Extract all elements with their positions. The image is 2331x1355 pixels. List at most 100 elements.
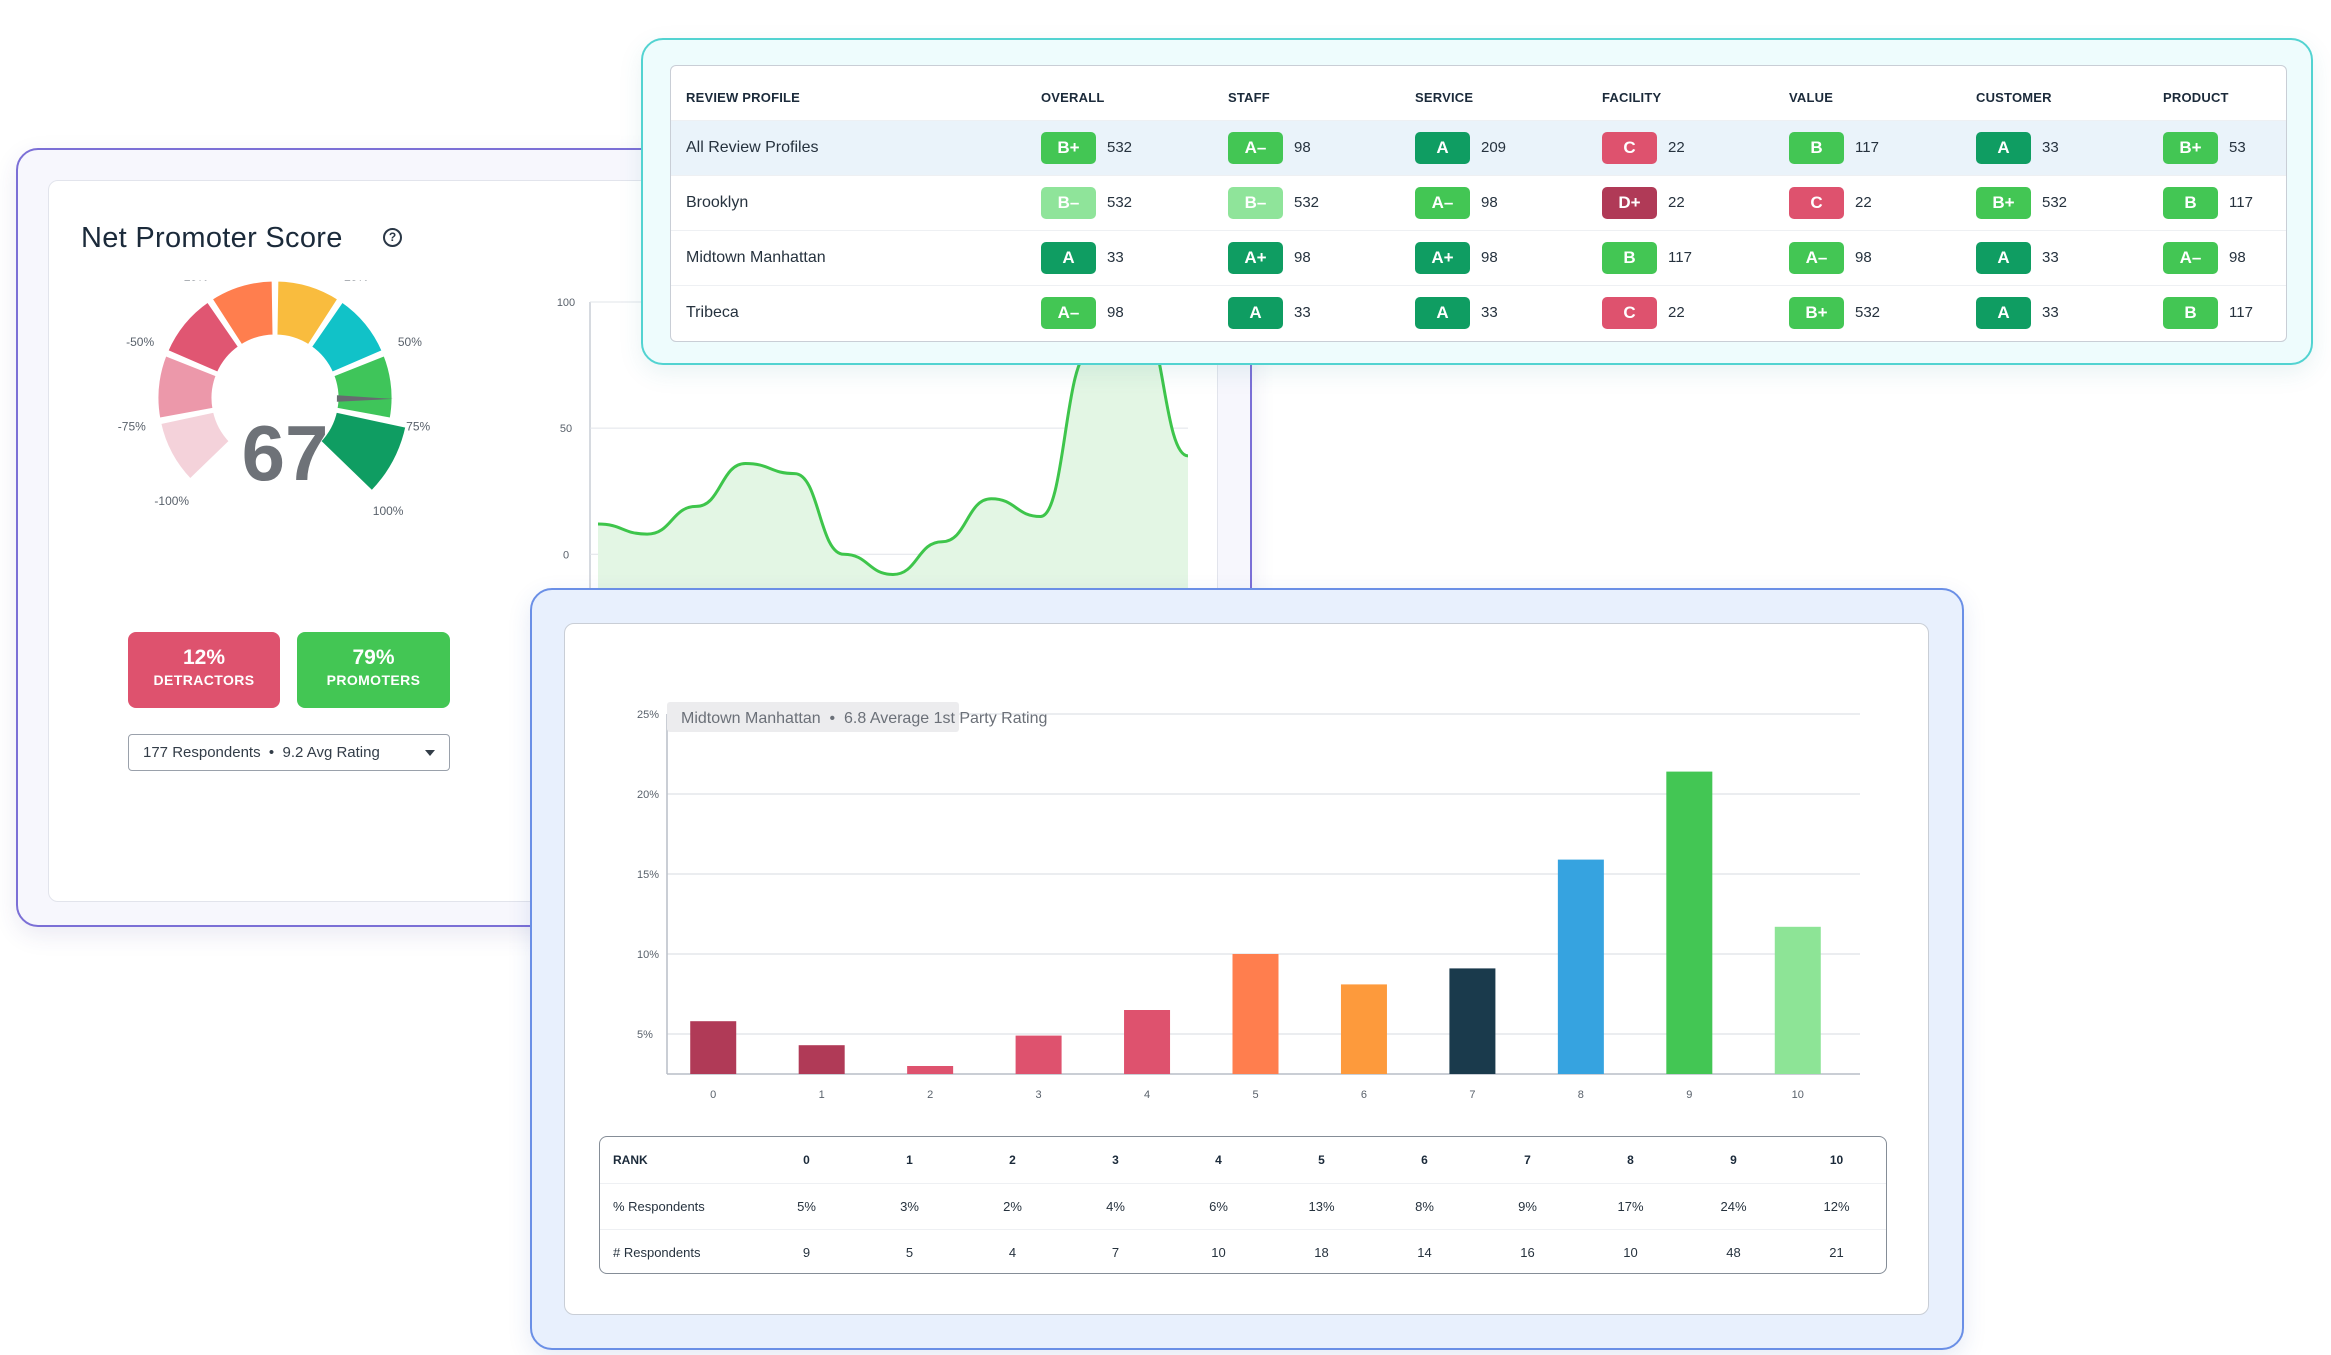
table-cell: 3% (858, 1182, 961, 1229)
bar[interactable] (1557, 859, 1604, 1074)
gauge-tick-label: 75% (406, 419, 430, 433)
grade-cell: B+ 532 (1961, 174, 2148, 230)
rank-header-row: RANK 0 1 2 3 4 5 6 7 8 9 10 (600, 1137, 1886, 1183)
question-circle-icon[interactable]: ? (383, 228, 402, 247)
column-header: CUSTOMER (1976, 90, 2052, 106)
grade-cell: B 117 (1774, 119, 1961, 175)
bar[interactable] (1124, 1010, 1171, 1074)
gauge-tick-label: -25% (180, 280, 208, 284)
review-profile-name: Midtown Manhattan (671, 229, 1026, 285)
bar[interactable] (1774, 926, 1821, 1074)
column-header: PRODUCT (2163, 90, 2229, 106)
table-row[interactable]: Tribeca A– 98 A 33 A 33 C 22 B+ 532 A 33 B 117 (671, 284, 2286, 340)
grade-cell: D+ 22 (1587, 174, 1774, 230)
gauge-segment (308, 298, 386, 376)
grade-badge: B (1789, 131, 1844, 164)
column-header: FACILITY (1602, 90, 1662, 106)
chart-label-badge: Midtown Manhattan • 6.8 Average 1st Part… (667, 702, 1047, 732)
gauge-segment (157, 409, 233, 483)
promoters-stat: 79% PROMOTERS (297, 632, 450, 708)
table-cell: 14 (1373, 1228, 1476, 1273)
grade-cell: A– 98 (1026, 284, 1213, 340)
table-cell: 5 (858, 1228, 961, 1273)
table-row[interactable]: All Review Profiles B+ 532 A– 98 A 209 C 22 B 117 A… (671, 119, 2286, 175)
grade-badge: D+ (1602, 186, 1657, 219)
bar[interactable] (690, 1021, 737, 1074)
grade-badge: A+ (1228, 241, 1283, 274)
column-header: 9 (1730, 1152, 1737, 1167)
grade-cell: B+ 53 (2148, 119, 2286, 175)
table-row[interactable]: Brooklyn B– 532 B– 532 A– 98 D+ 22 C 22 B+ 532 B 117 (671, 174, 2286, 230)
grade-cell: B 117 (2148, 284, 2286, 340)
gauge-tick-label: -100% (154, 494, 189, 508)
trend-area (598, 314, 1188, 600)
column-header: 5 (1318, 1152, 1325, 1167)
bar[interactable] (907, 1066, 954, 1074)
table-row[interactable]: Midtown Manhattan A 33 A+ 98 A+ 98 B 117 A– 98 A 33 A… (671, 229, 2286, 285)
grade-count: 22 (1855, 194, 1872, 211)
grade-count: 532 (1107, 194, 1133, 211)
grade-count: 33 (1481, 304, 1498, 322)
grade-badge: A (1976, 131, 2031, 164)
grade-cell: A 33 (1400, 284, 1587, 340)
grade-cell: C 22 (1774, 174, 1961, 230)
y-tick-label: 15% (637, 869, 659, 881)
table-cell: 9% (1476, 1182, 1579, 1229)
bar[interactable] (1232, 954, 1279, 1074)
table-cell: 48 (1682, 1228, 1785, 1273)
bar[interactable] (1015, 1035, 1062, 1074)
grade-count: 33 (2042, 304, 2059, 322)
grade-count: 33 (1107, 249, 1124, 266)
table-cell: 13% (1270, 1182, 1373, 1229)
grade-badge: A (1041, 241, 1096, 274)
grade-badge: B– (1041, 186, 1096, 219)
review-profile-name: Tribeca (671, 284, 1026, 340)
table-cell: 12% (1785, 1182, 1886, 1229)
grade-count: 22 (1668, 139, 1685, 156)
table-cell: 2% (961, 1182, 1064, 1229)
grade-count: 98 (1481, 194, 1498, 211)
grade-badge: A– (2163, 241, 2218, 274)
column-header: SERVICE (1415, 90, 1474, 106)
table-cell: 6% (1167, 1182, 1270, 1229)
column-header: 6 (1421, 1152, 1428, 1167)
rank-table-container: RANK 0 1 2 3 4 5 6 7 8 9 10% Respondents 5% 3% 2% 4% 6% 1… (599, 1136, 1887, 1274)
x-tick-label: 6 (1361, 1089, 1367, 1101)
grade-count: 33 (1294, 304, 1311, 322)
column-header: STAFF (1228, 90, 1270, 106)
grade-badge: B (2163, 296, 2218, 329)
row-label: % Respondents (600, 1182, 755, 1229)
review-profile-name: All Review Profiles (671, 119, 1026, 175)
grade-count: 117 (1668, 249, 1692, 266)
bar[interactable] (1449, 968, 1496, 1074)
grade-count: 22 (1668, 194, 1685, 211)
bar[interactable] (1666, 771, 1713, 1074)
table-cell: 17% (1579, 1182, 1682, 1229)
grade-badge: B (1602, 241, 1657, 274)
grade-cell: A 33 (1213, 284, 1400, 340)
y-tick-label: 50 (560, 423, 572, 435)
grade-badge: A (1415, 131, 1470, 164)
nps-gauge: -100%-75%-50%-25%0%25%50%75%100% 67 (118, 280, 431, 518)
table-cell: 16 (1476, 1228, 1579, 1273)
chevron-down-icon (425, 750, 435, 756)
grade-badge: A (1976, 241, 2031, 274)
grade-badge: B (2163, 186, 2218, 219)
grade-cell: A– 98 (2148, 229, 2286, 285)
grade-cell: A 33 (1961, 119, 2148, 175)
grade-badge: A+ (1415, 241, 1470, 274)
rank-table: RANK 0 1 2 3 4 5 6 7 8 9 10% Respondents 5% 3% 2% 4% 6% 1… (600, 1137, 1886, 1273)
grade-badge: B+ (1041, 131, 1096, 164)
bar[interactable] (1340, 984, 1387, 1074)
grade-cell: A+ 98 (1400, 229, 1587, 285)
respondents-select[interactable]: 177 Respondents • 9.2 Avg Rating (128, 734, 450, 771)
grade-count: 98 (1107, 304, 1124, 322)
grade-badge: B+ (1976, 186, 2031, 219)
table-cell: 8% (1373, 1182, 1476, 1229)
bar[interactable] (798, 1045, 845, 1074)
grade-count: 117 (1855, 139, 1879, 156)
grade-count: 33 (2042, 139, 2059, 156)
review-profile-table: REVIEW PROFILE OVERALL STAFF SERVICE FACILIT… (671, 66, 2286, 340)
grade-cell: A– 98 (1774, 229, 1961, 285)
x-tick-label: 0 (710, 1089, 716, 1101)
